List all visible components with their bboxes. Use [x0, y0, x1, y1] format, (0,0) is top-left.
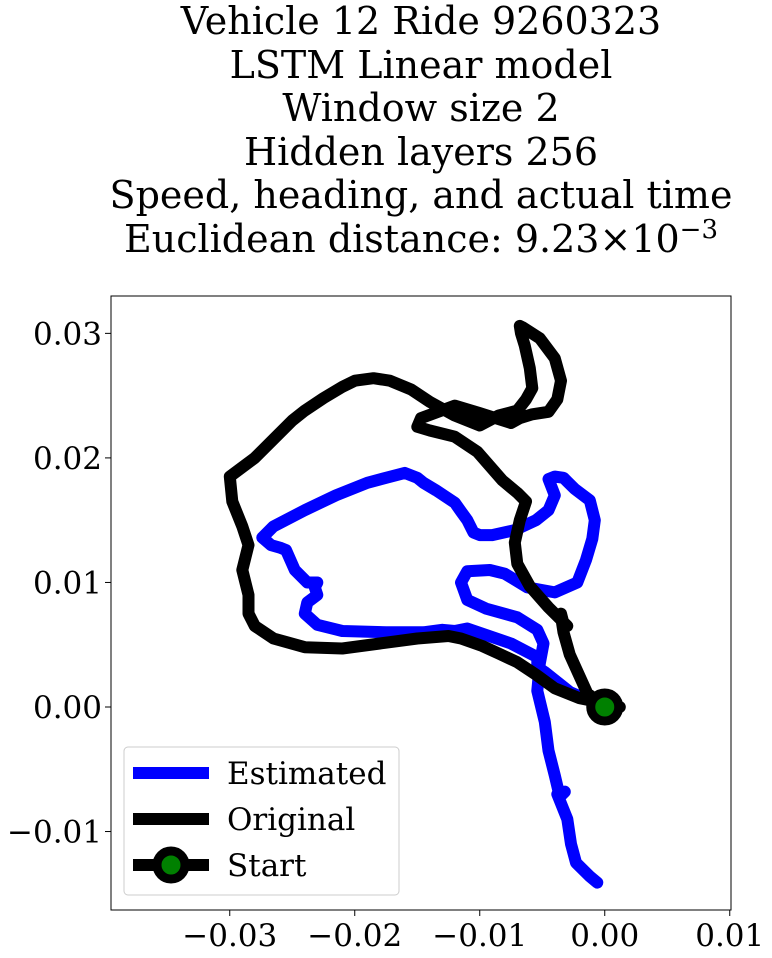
legend-frame: [123, 746, 400, 896]
y-tick-label: 0.02: [33, 441, 102, 477]
legend-original-label: Original: [227, 802, 355, 838]
x-tick-label: −0.03: [182, 918, 277, 954]
x-axis-ticks: −0.03 −0.02 −0.01 0.00 0.01: [182, 910, 764, 954]
title-line-3: Window size 2: [282, 86, 560, 130]
series-line-estimated: [256, 466, 611, 889]
title-line-5: Speed, heading, and actual time: [109, 173, 733, 217]
legend-start-marker: [152, 846, 190, 884]
x-tick-label: −0.02: [307, 918, 402, 954]
x-tick-label: −0.01: [432, 918, 527, 954]
start-point-marker: [586, 688, 624, 726]
legend-estimated-label: Estimated: [227, 756, 386, 792]
distance-base: 10: [631, 216, 680, 261]
legend-start-label: Start: [227, 848, 307, 884]
plot-frame: [110, 295, 732, 911]
series-layer: [223, 319, 626, 889]
title-line-2: LSTM Linear model: [229, 42, 613, 87]
y-tick-label: 0.01: [33, 565, 102, 601]
y-axis-ticks: −0.01 0.00 0.01 0.02 0.03: [7, 316, 111, 851]
x-tick-label: 0.01: [695, 918, 764, 954]
chart-title: Vehicle 12 Ride 9260323 LSTM Linear mode…: [0, 0, 772, 261]
y-tick-label: 0.03: [33, 316, 102, 352]
title-line-distance: Euclidean distance: 9.23×10−3: [0, 214, 772, 262]
title-line-1: Vehicle 12 Ride 9260323: [180, 0, 662, 43]
title-line-4: Hidden layers 256: [243, 129, 599, 174]
series-line-original: [223, 319, 626, 713]
legend: Estimated Original Start: [123, 746, 400, 896]
x-tick-label: 0.00: [570, 918, 639, 954]
distance-exponent: −3: [679, 214, 718, 245]
distance-times: ×: [599, 216, 632, 261]
y-tick-label: −0.01: [7, 815, 102, 851]
y-tick-label: 0.00: [33, 690, 102, 726]
distance-prefix: Euclidean distance: 9.23: [124, 216, 600, 261]
